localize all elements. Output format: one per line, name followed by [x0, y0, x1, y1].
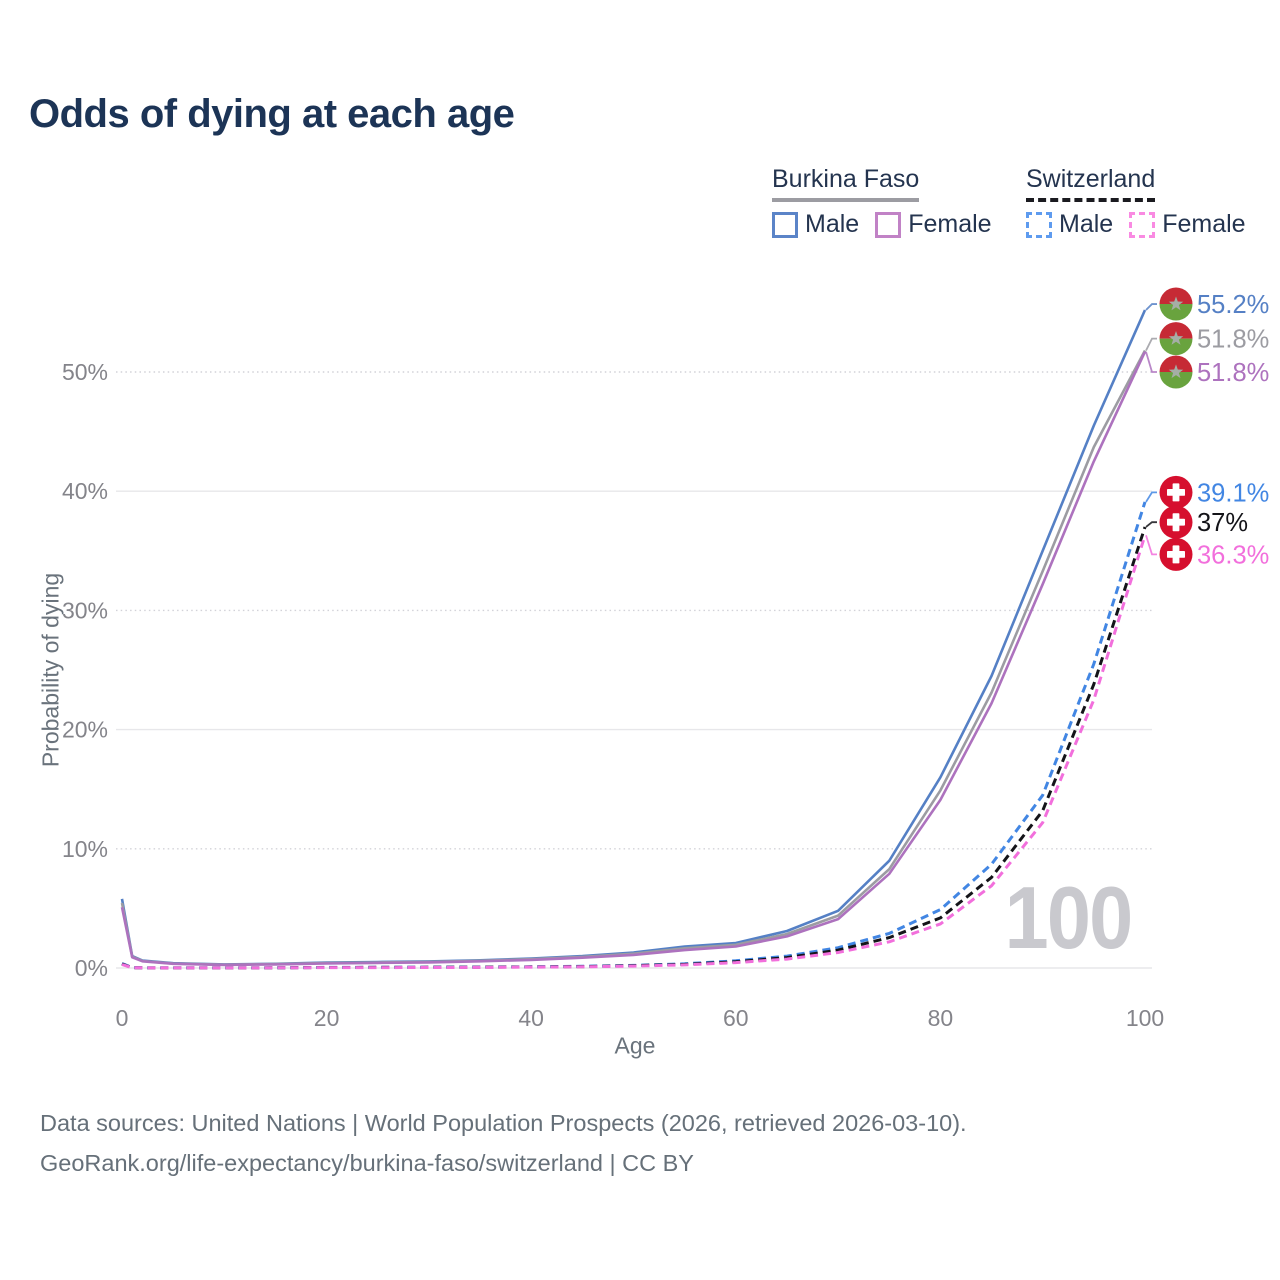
- end-label-connector: [1145, 491, 1157, 503]
- end-value-label-switzerland-female: 36.3%: [1197, 541, 1269, 569]
- end-label-connector: [1145, 303, 1157, 311]
- legend-group-burkina-faso: Burkina Faso Male Female: [772, 165, 992, 239]
- x-tick-label: 0: [116, 1005, 129, 1031]
- x-axis-title: Age: [614, 1032, 656, 1059]
- y-tick-label: 40%: [62, 478, 108, 504]
- burkina-faso-star-icon: [1168, 364, 1184, 379]
- end-value-label-burkina-faso-male: 55.2%: [1197, 291, 1269, 319]
- burkina-faso-flag-icon: [1159, 338, 1193, 356]
- end-value-label-burkina-faso-female: 51.8%: [1197, 359, 1269, 387]
- legend-item-burkina-faso-male[interactable]: Male: [772, 210, 859, 239]
- legend-item-switzerland-female[interactable]: Female: [1129, 210, 1246, 239]
- y-tick-label: 10%: [62, 836, 108, 862]
- y-tick-label: 30%: [62, 597, 108, 623]
- switzerland-cross-icon: [1167, 550, 1185, 558]
- footer-attribution: GeoRank.org/life-expectancy/burkina-faso…: [40, 1150, 694, 1176]
- legend-swatch-solid-blue-icon: [772, 211, 798, 238]
- footer-data-sources: Data sources: United Nations | World Pop…: [40, 1110, 967, 1136]
- switzerland-cross-icon: [1167, 518, 1185, 526]
- legend-items: Male Female: [772, 210, 992, 239]
- x-tick-label: 40: [518, 1005, 544, 1031]
- page-title: Odds of dying at each age: [29, 92, 515, 136]
- switzerland-cross-icon: [1167, 488, 1185, 496]
- burkina-faso-star-icon: [1168, 296, 1184, 311]
- burkina-faso-flag-icon: [1159, 372, 1193, 389]
- end-value-label-switzerland-male: 39.1%: [1197, 479, 1269, 507]
- end-label-connector: [1145, 535, 1157, 556]
- end-label-connector: [1145, 521, 1157, 528]
- legend-item-label: Male: [1059, 210, 1114, 238]
- x-tick-label: 20: [314, 1005, 340, 1031]
- legend-swatch-dashed-pink-icon: [1129, 211, 1156, 238]
- legend-item-burkina-faso-female[interactable]: Female: [875, 210, 992, 239]
- series-line-burkina-faso-female: [120, 351, 1147, 967]
- legend-country-burkina-faso: Burkina Faso: [772, 165, 920, 202]
- legend-item-label: Female: [908, 210, 992, 238]
- end-label-connector: [1145, 351, 1157, 373]
- y-axis-title: Probability of dying: [37, 572, 64, 768]
- legend-group-switzerland: Switzerland Male Female: [1026, 165, 1246, 239]
- series-line-switzerland-female: [121, 534, 1147, 970]
- legend-swatch-solid-purple-icon: [875, 211, 902, 238]
- age-watermark: 100: [1004, 867, 1134, 967]
- x-tick-label: 60: [723, 1005, 749, 1031]
- legend-item-label: Female: [1162, 210, 1246, 238]
- end-value-label-burkina-faso-both: 51.8%: [1197, 326, 1269, 354]
- burkina-faso-star-icon: [1168, 331, 1184, 345]
- x-tick-label: 100: [1126, 1005, 1164, 1031]
- y-tick-label: 20%: [62, 717, 108, 743]
- burkina-faso-flag-icon: [1159, 287, 1193, 305]
- end-label-connector: [1145, 337, 1157, 351]
- legend-item-switzerland-male[interactable]: Male: [1026, 210, 1113, 239]
- burkina-faso-flag-icon: [1159, 355, 1193, 372]
- series-line-switzerland-both: [121, 526, 1147, 970]
- burkina-faso-flag-icon: [1159, 304, 1193, 321]
- series-line-burkina-faso-male: [120, 309, 1147, 966]
- series-line-switzerland-male: [121, 501, 1147, 970]
- legend-country-switzerland: Switzerland: [1026, 165, 1156, 202]
- legend-item-label: Male: [805, 210, 860, 238]
- legend-items: Male Female: [1026, 210, 1246, 239]
- series-line-burkina-faso-both: [120, 349, 1147, 967]
- legend-swatch-dashed-blue-icon: [1026, 211, 1052, 238]
- y-tick-label: 0%: [75, 955, 108, 981]
- burkina-faso-flag-icon: [1159, 322, 1193, 339]
- x-tick-label: 80: [928, 1005, 954, 1031]
- end-value-label-switzerland-both: 37%: [1197, 509, 1248, 537]
- y-tick-label: 50%: [62, 359, 108, 385]
